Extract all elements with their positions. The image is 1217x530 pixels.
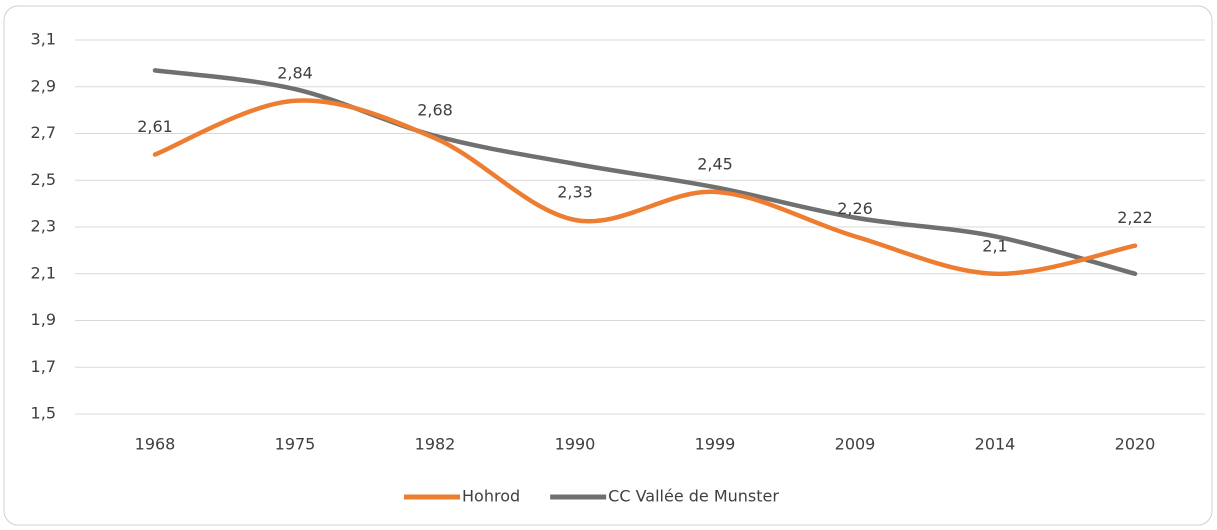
y-tick-label: 2,9 (31, 76, 56, 95)
y-tick-label: 2,5 (31, 170, 56, 189)
y-tick-label: 2,1 (31, 263, 56, 282)
series-line (152, 98, 1138, 277)
series-line (152, 68, 1138, 276)
x-tick-label: 1975 (275, 435, 316, 454)
x-tick-label: 1999 (695, 435, 736, 454)
legend-label: Hohrod (462, 487, 520, 506)
data-label: 2,22 (1117, 208, 1153, 227)
x-tick-label: 1982 (415, 435, 456, 454)
y-tick-label: 3,1 (31, 30, 56, 49)
data-label: 2,33 (557, 182, 593, 201)
y-tick-label: 1,5 (31, 404, 56, 423)
chart-frame (3, 5, 1213, 526)
data-label: 2,84 (277, 63, 313, 82)
legend-label: CC Vallée de Munster (608, 487, 779, 506)
y-tick-label: 2,7 (31, 123, 56, 142)
x-tick-label: 1968 (135, 435, 176, 454)
x-tick-label: 2020 (1115, 435, 1156, 454)
y-tick-label: 1,9 (31, 310, 56, 329)
x-tick-label: 2009 (835, 435, 876, 454)
y-tick-label: 1,7 (31, 357, 56, 376)
data-label: 2,1 (982, 236, 1007, 255)
data-label: 2,68 (417, 101, 453, 120)
y-tick-label: 2,3 (31, 217, 56, 236)
x-tick-label: 1990 (555, 435, 596, 454)
data-label: 2,61 (137, 117, 173, 136)
data-label: 2,26 (837, 199, 873, 218)
x-tick-label: 2014 (975, 435, 1016, 454)
data-label: 2,45 (697, 154, 733, 173)
